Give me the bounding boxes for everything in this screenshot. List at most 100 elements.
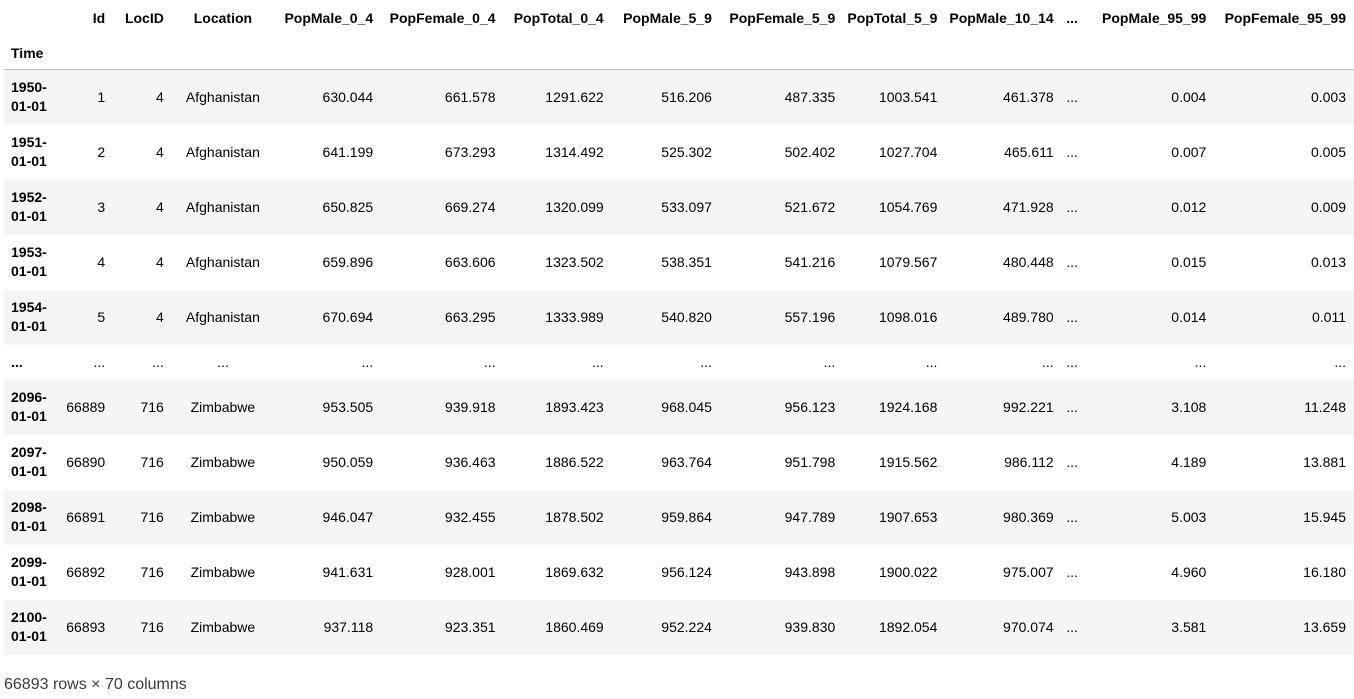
table-cell: 670.694 bbox=[322, 309, 374, 325]
table-cell: 0.005 bbox=[1310, 144, 1346, 160]
row-index-part: 2097- bbox=[11, 444, 47, 460]
column-header: ... bbox=[1066, 10, 1078, 26]
header-spacer bbox=[273, 36, 382, 70]
table-cell: 1027.704 bbox=[878, 144, 938, 160]
table-cell: 5.003 bbox=[1171, 509, 1207, 525]
row-index-part: 01-01 bbox=[11, 153, 47, 169]
table-cell: 1915.562 bbox=[878, 454, 938, 470]
table-cell: 557.196 bbox=[784, 309, 836, 325]
table-cell: 716 bbox=[140, 454, 164, 470]
table-cell: 1320.099 bbox=[545, 199, 604, 215]
row-index-part: 01-01 bbox=[11, 98, 47, 115]
column-header: PopTotal_0_4 bbox=[513, 10, 604, 26]
table-row: 2097- 01-01 66890 716 Zimbabwe 950.059 936.463… bbox=[4, 434, 1354, 490]
table-cell: 959.864 bbox=[661, 509, 712, 525]
table-cell: 937.118 bbox=[323, 619, 374, 635]
row-index-part: 1954- bbox=[11, 299, 47, 315]
table-cell: 13.881 bbox=[1303, 454, 1346, 470]
table-cell: 4 bbox=[156, 254, 164, 270]
table-cell: 1054.769 bbox=[878, 199, 938, 215]
table-cell: 525.302 bbox=[661, 144, 712, 160]
table-cell: 980.369 bbox=[1003, 509, 1054, 525]
table-cell: 16.180 bbox=[1303, 564, 1346, 580]
dataframe-output: Id LocID Location PopMale_0_4 PopFemale_0_4 P… bbox=[4, 0, 1354, 655]
table-body: 1950- 01-01 1 4 Afghanistan 630.044 661.578 129… bbox=[4, 69, 1354, 655]
table-cell: 663.295 bbox=[444, 309, 496, 325]
table-row: 2096- 01-01 66889 716 Zimbabwe 953.505 939.918… bbox=[4, 379, 1354, 435]
table-cell: 1900.022 bbox=[878, 564, 938, 580]
table-cell: 3 bbox=[97, 199, 106, 215]
table-cell: 521.672 bbox=[784, 199, 836, 215]
table-cell: Afghanistan bbox=[185, 144, 260, 160]
table-cell: 941.631 bbox=[322, 564, 374, 580]
table-cell: 541.216 bbox=[784, 254, 836, 270]
table-cell: 992.221 bbox=[1003, 399, 1054, 415]
header-spacer bbox=[843, 36, 946, 70]
table-cell: 716 bbox=[140, 619, 164, 635]
table-cell: 4.189 bbox=[1171, 454, 1207, 470]
row-index-part: 2099- bbox=[11, 554, 47, 570]
row-index-part: 2096- bbox=[11, 389, 47, 405]
table-cell: ... bbox=[1066, 254, 1078, 270]
table-cell: 1323.502 bbox=[545, 254, 604, 270]
table-cell: 4 bbox=[156, 199, 164, 215]
row-index-part: 01-01 bbox=[11, 628, 47, 644]
row-index: 2098- 01-01 bbox=[4, 490, 60, 545]
row-index-part: 01-01 bbox=[11, 573, 47, 589]
row-index-part: 2098- bbox=[11, 499, 47, 515]
header-spacer bbox=[59, 36, 114, 70]
table-cell: 502.402 bbox=[784, 144, 836, 160]
table-cell: 1886.522 bbox=[545, 454, 604, 470]
table-cell: 970.074 bbox=[1003, 619, 1054, 635]
row-index: 1953- 01-01 bbox=[4, 235, 60, 290]
table-cell: 0.007 bbox=[1171, 144, 1207, 160]
header-spacer bbox=[171, 36, 274, 70]
table-cell: 953.505 bbox=[322, 399, 374, 415]
header-spacer bbox=[945, 36, 1062, 70]
table-cell: 2 bbox=[97, 144, 106, 160]
table-cell: 1924.168 bbox=[878, 399, 938, 415]
table-cell: 4 bbox=[156, 309, 164, 325]
column-header: PopTotal_5_9 bbox=[847, 10, 938, 26]
column-header: PopFemale_0_4 bbox=[389, 10, 496, 26]
table-cell: 951.798 bbox=[784, 454, 836, 470]
table-cell: 0.003 bbox=[1310, 89, 1346, 106]
table-cell: 630.044 bbox=[322, 89, 374, 106]
table-cell: ... bbox=[1066, 509, 1078, 525]
header-spacer bbox=[1085, 36, 1215, 70]
header-spacer bbox=[1061, 36, 1086, 70]
table-cell: Zimbabwe bbox=[190, 454, 256, 470]
column-header: PopFemale_5_9 bbox=[729, 10, 836, 26]
table-cell: 1079.567 bbox=[878, 254, 938, 270]
table-cell: 465.611 bbox=[1004, 144, 1054, 160]
table-cell: 4 bbox=[156, 89, 164, 106]
table-cell: ... bbox=[700, 354, 712, 370]
table-cell: 1893.423 bbox=[545, 399, 604, 415]
table-cell: ... bbox=[1066, 309, 1078, 325]
table-cell: 66893 bbox=[66, 619, 106, 635]
table-cell: 0.009 bbox=[1310, 199, 1346, 215]
table-cell: 0.014 bbox=[1171, 309, 1207, 325]
row-index-part: 01-01 bbox=[11, 463, 47, 479]
table-cell: 950.059 bbox=[322, 454, 374, 470]
column-header: PopFemale_95_99 bbox=[1224, 10, 1346, 26]
row-index: 2100- 01-01 bbox=[4, 600, 60, 655]
table-cell: ... bbox=[1041, 354, 1054, 370]
table-cell: ... bbox=[1066, 399, 1078, 415]
table-cell: 533.097 bbox=[661, 199, 712, 215]
table-cell: 471.928 bbox=[1003, 199, 1054, 215]
table-cell: 538.351 bbox=[661, 254, 712, 270]
table-cell: ... bbox=[823, 354, 836, 370]
table-cell: Afghanistan bbox=[185, 254, 260, 270]
table-cell: 461.378 bbox=[1003, 89, 1054, 106]
table-cell: Afghanistan bbox=[185, 199, 260, 215]
table-cell: Zimbabwe bbox=[190, 564, 256, 580]
table-cell: 986.112 bbox=[1004, 454, 1054, 470]
table-cell: 4 bbox=[97, 254, 106, 270]
table-cell: 716 bbox=[140, 564, 164, 580]
table-cell: 0.012 bbox=[1171, 199, 1207, 215]
table-cell: ... bbox=[1066, 89, 1078, 106]
row-index-part: 01-01 bbox=[11, 408, 47, 424]
table-cell: 939.830 bbox=[784, 619, 836, 635]
header-spacer bbox=[381, 36, 504, 70]
